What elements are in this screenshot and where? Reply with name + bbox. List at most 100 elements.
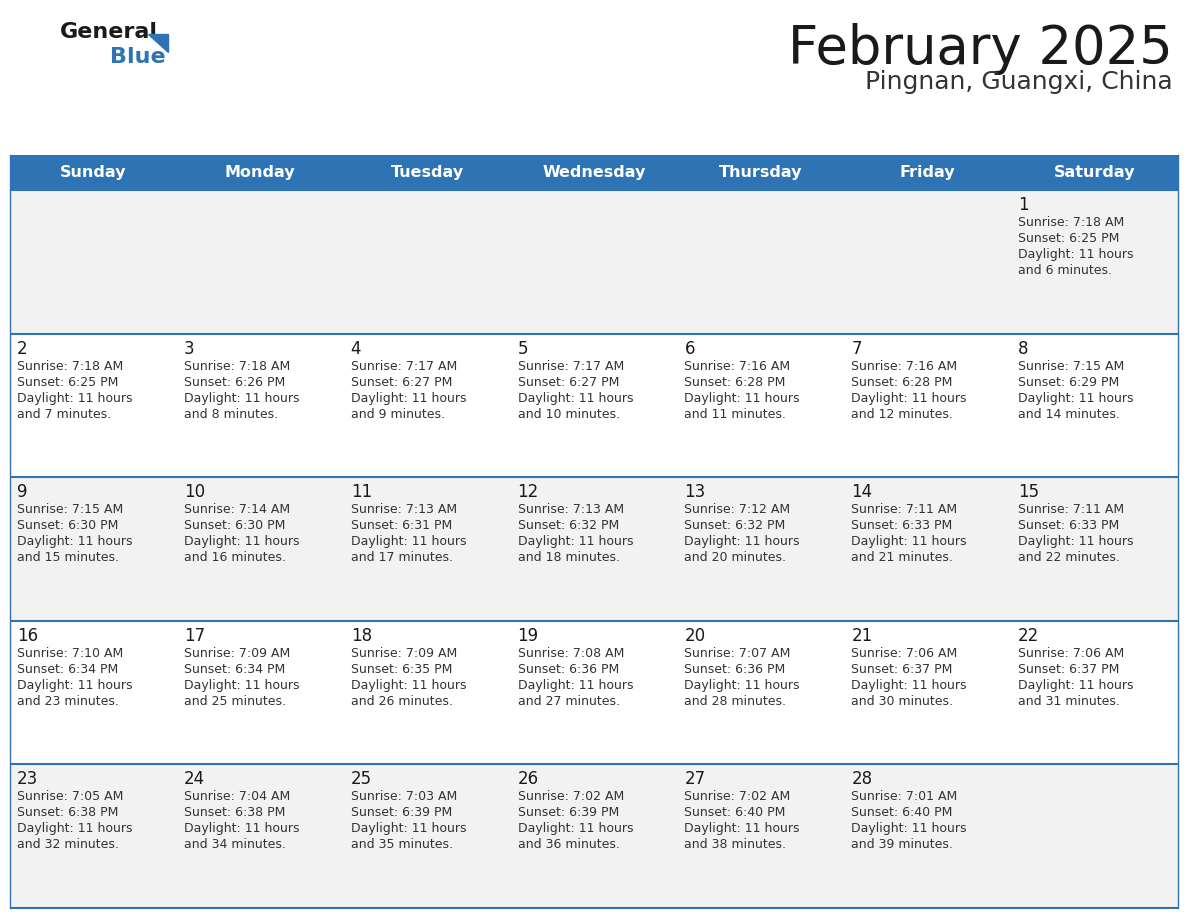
Text: Daylight: 11 hours: Daylight: 11 hours xyxy=(1018,678,1133,692)
Bar xyxy=(1011,621,1178,765)
Text: Sunrise: 7:18 AM: Sunrise: 7:18 AM xyxy=(1018,216,1124,229)
Bar xyxy=(677,477,845,621)
Bar xyxy=(677,765,845,908)
Bar xyxy=(177,333,343,477)
Text: Sunset: 6:40 PM: Sunset: 6:40 PM xyxy=(684,806,785,820)
Text: and 30 minutes.: and 30 minutes. xyxy=(852,695,953,708)
Text: Daylight: 11 hours: Daylight: 11 hours xyxy=(350,392,466,405)
Text: Blue: Blue xyxy=(110,47,165,67)
Text: Sunset: 6:33 PM: Sunset: 6:33 PM xyxy=(1018,520,1119,532)
Text: Sunset: 6:27 PM: Sunset: 6:27 PM xyxy=(518,375,619,388)
Text: and 20 minutes.: and 20 minutes. xyxy=(684,551,786,565)
Bar xyxy=(1011,477,1178,621)
Bar xyxy=(845,765,1011,908)
Text: and 27 minutes.: and 27 minutes. xyxy=(518,695,620,708)
Text: Daylight: 11 hours: Daylight: 11 hours xyxy=(1018,248,1133,261)
Text: Sunrise: 7:13 AM: Sunrise: 7:13 AM xyxy=(518,503,624,516)
Text: Daylight: 11 hours: Daylight: 11 hours xyxy=(1018,535,1133,548)
Text: Sunrise: 7:10 AM: Sunrise: 7:10 AM xyxy=(17,647,124,660)
Text: Sunday: Sunday xyxy=(61,165,127,180)
Text: Sunset: 6:26 PM: Sunset: 6:26 PM xyxy=(184,375,285,388)
Text: Daylight: 11 hours: Daylight: 11 hours xyxy=(852,535,967,548)
Text: and 17 minutes.: and 17 minutes. xyxy=(350,551,453,565)
Text: Sunrise: 7:13 AM: Sunrise: 7:13 AM xyxy=(350,503,457,516)
Text: Daylight: 11 hours: Daylight: 11 hours xyxy=(1018,392,1133,405)
Text: 26: 26 xyxy=(518,770,538,789)
Bar xyxy=(677,621,845,765)
Bar xyxy=(343,477,511,621)
Text: 7: 7 xyxy=(852,340,861,358)
Bar xyxy=(10,621,177,765)
Text: and 36 minutes.: and 36 minutes. xyxy=(518,838,619,851)
Text: and 21 minutes.: and 21 minutes. xyxy=(852,551,953,565)
Bar xyxy=(677,333,845,477)
Text: Daylight: 11 hours: Daylight: 11 hours xyxy=(17,392,133,405)
Text: and 28 minutes.: and 28 minutes. xyxy=(684,695,786,708)
Bar xyxy=(10,765,177,908)
Bar xyxy=(845,477,1011,621)
Text: 18: 18 xyxy=(350,627,372,644)
Text: and 15 minutes.: and 15 minutes. xyxy=(17,551,119,565)
Text: Daylight: 11 hours: Daylight: 11 hours xyxy=(184,678,299,692)
Text: Daylight: 11 hours: Daylight: 11 hours xyxy=(184,392,299,405)
Bar xyxy=(177,621,343,765)
Bar xyxy=(1011,155,1178,190)
Text: Sunrise: 7:11 AM: Sunrise: 7:11 AM xyxy=(852,503,958,516)
Text: 9: 9 xyxy=(17,483,27,501)
Text: Sunrise: 7:17 AM: Sunrise: 7:17 AM xyxy=(350,360,457,373)
Text: Sunrise: 7:12 AM: Sunrise: 7:12 AM xyxy=(684,503,790,516)
Bar xyxy=(10,477,177,621)
Text: Sunrise: 7:17 AM: Sunrise: 7:17 AM xyxy=(518,360,624,373)
Text: and 18 minutes.: and 18 minutes. xyxy=(518,551,620,565)
Text: Sunrise: 7:07 AM: Sunrise: 7:07 AM xyxy=(684,647,791,660)
Text: February 2025: February 2025 xyxy=(789,23,1173,75)
Text: and 14 minutes.: and 14 minutes. xyxy=(1018,408,1120,420)
Bar xyxy=(343,190,511,333)
Bar xyxy=(1011,190,1178,333)
Text: Sunset: 6:33 PM: Sunset: 6:33 PM xyxy=(852,520,953,532)
Text: Sunrise: 7:06 AM: Sunrise: 7:06 AM xyxy=(1018,647,1124,660)
Text: Sunrise: 7:14 AM: Sunrise: 7:14 AM xyxy=(184,503,290,516)
Text: Sunrise: 7:08 AM: Sunrise: 7:08 AM xyxy=(518,647,624,660)
Text: and 16 minutes.: and 16 minutes. xyxy=(184,551,286,565)
Text: 5: 5 xyxy=(518,340,529,358)
Text: Sunset: 6:34 PM: Sunset: 6:34 PM xyxy=(184,663,285,676)
Text: Sunrise: 7:15 AM: Sunrise: 7:15 AM xyxy=(1018,360,1124,373)
Text: Sunset: 6:28 PM: Sunset: 6:28 PM xyxy=(852,375,953,388)
Text: Sunrise: 7:04 AM: Sunrise: 7:04 AM xyxy=(184,790,290,803)
Bar xyxy=(10,333,177,477)
Text: Sunset: 6:31 PM: Sunset: 6:31 PM xyxy=(350,520,451,532)
Bar xyxy=(511,621,677,765)
Text: Daylight: 11 hours: Daylight: 11 hours xyxy=(518,535,633,548)
Text: and 34 minutes.: and 34 minutes. xyxy=(184,838,286,851)
Text: Sunset: 6:36 PM: Sunset: 6:36 PM xyxy=(684,663,785,676)
Text: Daylight: 11 hours: Daylight: 11 hours xyxy=(17,823,133,835)
Bar xyxy=(177,155,343,190)
Text: 19: 19 xyxy=(518,627,538,644)
Bar xyxy=(845,333,1011,477)
Text: Sunrise: 7:09 AM: Sunrise: 7:09 AM xyxy=(184,647,290,660)
Text: 3: 3 xyxy=(184,340,195,358)
Bar xyxy=(177,190,343,333)
Text: and 23 minutes.: and 23 minutes. xyxy=(17,695,119,708)
Text: Sunset: 6:27 PM: Sunset: 6:27 PM xyxy=(350,375,453,388)
Bar xyxy=(511,477,677,621)
Text: Tuesday: Tuesday xyxy=(391,165,463,180)
Text: and 12 minutes.: and 12 minutes. xyxy=(852,408,953,420)
Text: Wednesday: Wednesday xyxy=(542,165,646,180)
Text: Sunrise: 7:16 AM: Sunrise: 7:16 AM xyxy=(684,360,790,373)
Bar xyxy=(343,621,511,765)
Text: and 7 minutes.: and 7 minutes. xyxy=(17,408,112,420)
Bar xyxy=(343,333,511,477)
Text: 21: 21 xyxy=(852,627,872,644)
Text: Sunset: 6:38 PM: Sunset: 6:38 PM xyxy=(17,806,119,820)
Text: Daylight: 11 hours: Daylight: 11 hours xyxy=(684,535,800,548)
Text: 16: 16 xyxy=(17,627,38,644)
Text: and 39 minutes.: and 39 minutes. xyxy=(852,838,953,851)
Text: 12: 12 xyxy=(518,483,539,501)
Text: 22: 22 xyxy=(1018,627,1040,644)
Text: Sunrise: 7:18 AM: Sunrise: 7:18 AM xyxy=(184,360,290,373)
Text: Sunset: 6:37 PM: Sunset: 6:37 PM xyxy=(852,663,953,676)
Text: Sunrise: 7:16 AM: Sunrise: 7:16 AM xyxy=(852,360,958,373)
Text: Daylight: 11 hours: Daylight: 11 hours xyxy=(17,535,133,548)
